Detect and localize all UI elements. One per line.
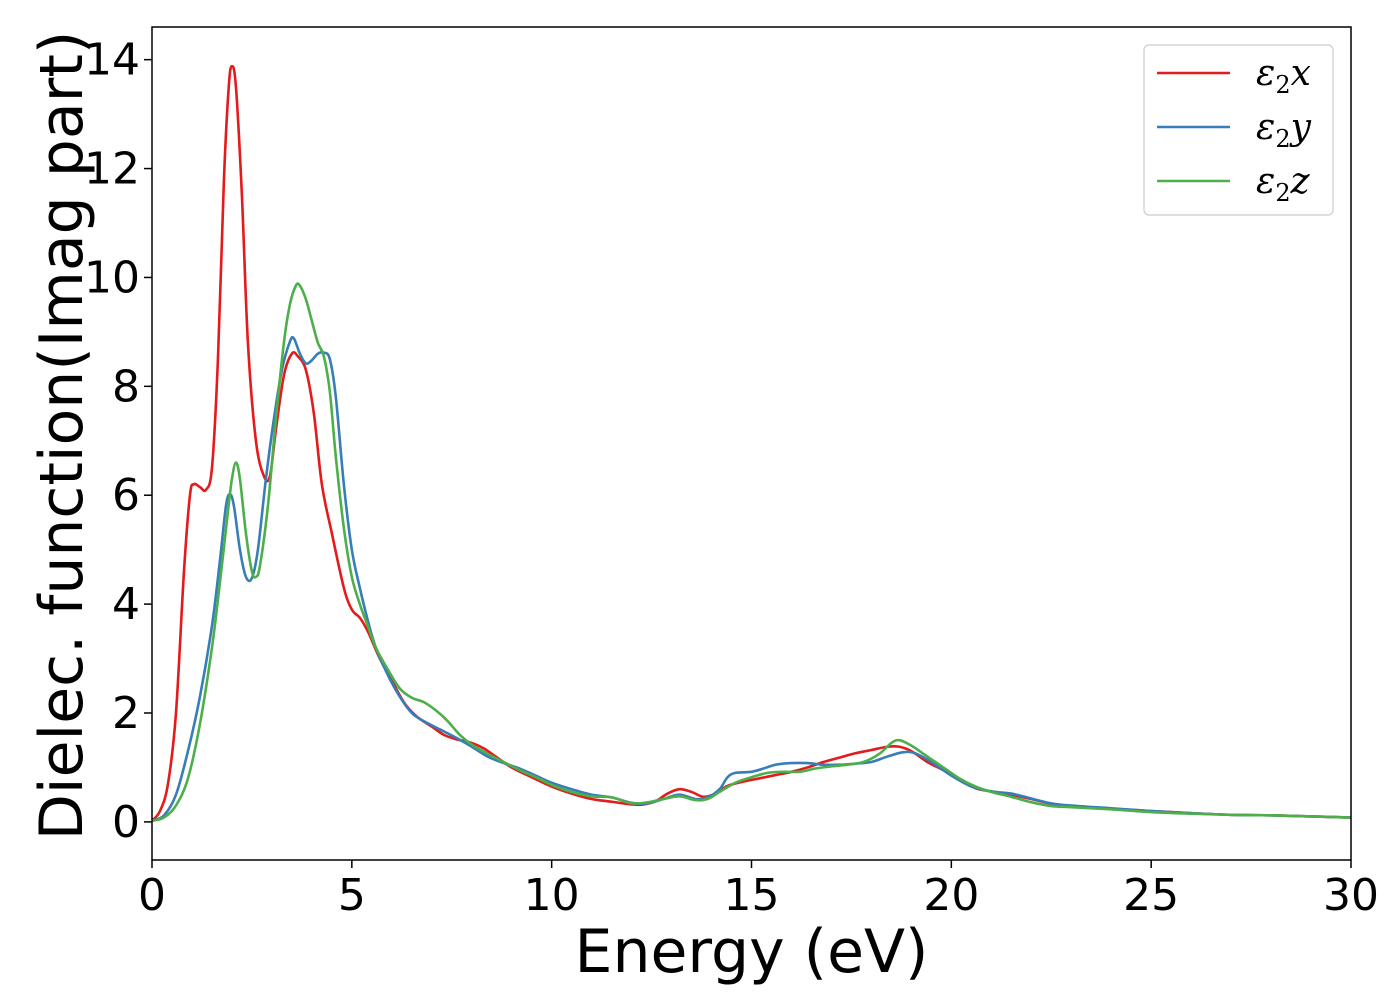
y-tick-label: 10: [84, 252, 140, 303]
legend-label-1: ε2x: [1256, 53, 1311, 99]
x-tick-label: 25: [1123, 870, 1179, 921]
x-tick-label: 20: [923, 870, 979, 921]
x-axis-title: Energy (eV): [575, 917, 929, 987]
x-tick-label: 0: [138, 870, 166, 921]
y-axis-title: Dielec. function(Imag part): [27, 31, 97, 841]
series-line-2: [152, 335, 1351, 823]
y-tick-label: 4: [112, 579, 140, 630]
y-tick-label: 14: [84, 35, 140, 86]
y-tick-label: 8: [112, 361, 140, 412]
y-axis: 0 2 4 6 8 10 12 14: [84, 35, 152, 848]
legend-label-3: ε2z: [1256, 161, 1311, 207]
series-layer: [152, 64, 1351, 823]
legend: ε2x ε2y ε2z: [1143, 44, 1334, 216]
x-axis: 0 5 10 15 20 25 30: [138, 860, 1379, 921]
y-tick-label: 0: [112, 797, 140, 848]
legend-box: [1143, 44, 1334, 216]
x-tick-label: 15: [724, 870, 780, 921]
y-tick-label: 6: [112, 470, 140, 521]
y-tick-label: 2: [112, 688, 140, 739]
y-tick-label: 12: [84, 144, 140, 195]
series-line-3: [152, 282, 1351, 823]
x-tick-label: 5: [338, 870, 366, 921]
legend-label-2: ε2y: [1256, 107, 1312, 153]
x-tick-label: 30: [1323, 870, 1379, 921]
x-tick-label: 10: [524, 870, 580, 921]
